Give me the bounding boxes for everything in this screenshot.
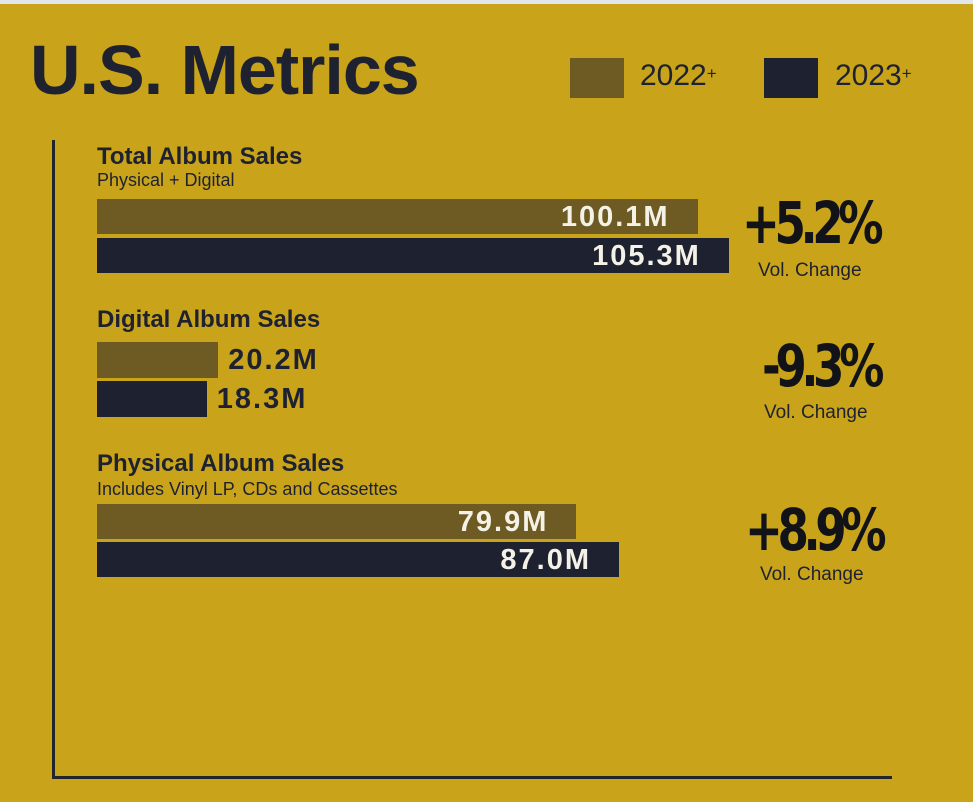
metric-title: Total Album Sales <box>97 143 303 170</box>
bar-2023 <box>97 542 619 577</box>
legend-label-2023: 2023+ <box>835 59 912 92</box>
vol-change-label: Vol. Change <box>758 260 862 281</box>
metric-subtitle: Physical + Digital <box>97 170 235 190</box>
bar-value-label: 100.1M <box>560 200 670 233</box>
legend-swatch-2023 <box>764 58 818 98</box>
vol-change-label: Vol. Change <box>760 564 864 585</box>
vol-change-value: +5.2% <box>742 189 884 257</box>
bar-2023 <box>97 238 729 273</box>
vol-change-value: +8.9% <box>745 496 887 564</box>
y-axis-line <box>52 140 55 778</box>
vol-change-value: -9.3% <box>762 332 884 400</box>
bar-value-label: 18.3M <box>216 383 308 415</box>
bar-value-label: 87.0M <box>500 543 591 576</box>
bar-2022 <box>97 199 698 234</box>
metric-title: Digital Album Sales <box>97 306 321 333</box>
legend-label-2022: 2022+ <box>640 59 717 92</box>
x-axis-line <box>52 776 892 779</box>
bar-value-label: 79.9M <box>457 505 549 538</box>
legend-swatch-2022 <box>570 58 624 98</box>
chart-title: U.S. Metrics <box>30 31 420 109</box>
metric-subtitle: Includes Vinyl LP, CDs and Cassettes <box>97 479 398 499</box>
bar-value-label: 20.2M <box>228 344 319 376</box>
metric-title: Physical Album Sales <box>97 450 345 477</box>
bar-2023 <box>97 381 207 417</box>
vol-change-label: Vol. Change <box>764 402 868 423</box>
window-top-edge <box>0 0 973 4</box>
bar-2022 <box>97 504 577 539</box>
bar-value-label: 105.3M <box>592 239 701 272</box>
bar-2022 <box>97 342 219 378</box>
